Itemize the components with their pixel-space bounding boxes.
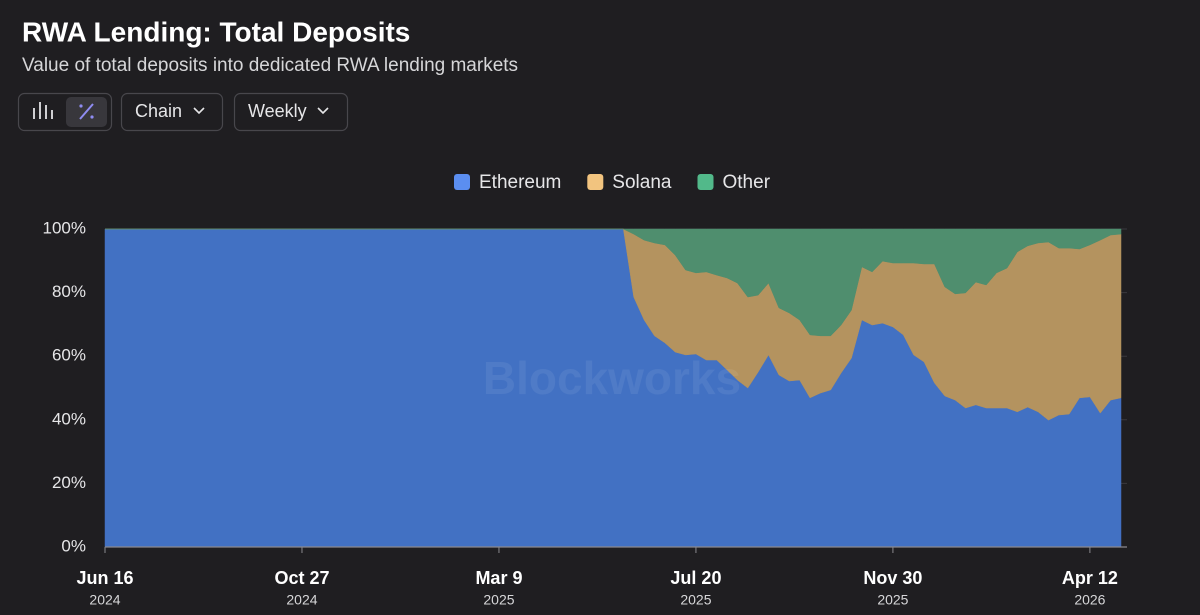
- legend-item[interactable]: Ethereum: [454, 172, 561, 193]
- legend-label: Ethereum: [479, 172, 561, 193]
- chart-type-toggle: [17, 92, 113, 132]
- x-tick-year: 2025: [483, 592, 514, 608]
- chart-subtitle: Value of total deposits into dedicated R…: [22, 55, 518, 76]
- y-tick-label: 60%: [52, 346, 86, 365]
- x-tick-label: Jun 16: [76, 568, 133, 588]
- legend-item[interactable]: Solana: [587, 172, 672, 193]
- toggle-frame: [17, 92, 113, 132]
- legend-item[interactable]: Other: [697, 172, 771, 193]
- legend-label: Other: [723, 172, 771, 193]
- dropdown-frame[interactable]: [120, 92, 224, 132]
- area: [105, 228, 1122, 337]
- x-tick-label: Mar 9: [475, 568, 522, 588]
- axes: 0% 20% 40% 60% 80% 100% Jun 16 2024 Oct 27 2024 Ma…: [43, 218, 1127, 608]
- interval-dropdown[interactable]: Weekly: [233, 92, 349, 132]
- dropdown-frame[interactable]: [233, 92, 349, 132]
- x-tick-year: 2025: [877, 592, 908, 608]
- percent-icon[interactable]: [79, 103, 94, 120]
- y-tick-label: 80%: [52, 282, 86, 301]
- chevron: [317, 107, 329, 115]
- legend-marker: [587, 174, 604, 190]
- y-tick-label: 0%: [61, 536, 86, 555]
- chevron: [193, 107, 205, 115]
- dropdown-label[interactable]: Weekly: [248, 101, 307, 121]
- chart-title: RWA Lending: Total Deposits: [22, 16, 410, 47]
- watermark: Blockworks: [483, 352, 741, 404]
- legend-marker: [454, 174, 470, 190]
- y-tick-label: 100%: [43, 218, 86, 237]
- legend-marker: [697, 174, 714, 190]
- x-tick-year: 2025: [680, 592, 711, 608]
- x-tick-label: Apr 12: [1062, 568, 1118, 588]
- x-tick-year: 2024: [89, 592, 120, 608]
- x-tick-label: Nov 30: [863, 568, 922, 588]
- x-tick-label: Jul 20: [670, 568, 721, 588]
- x-tick-year: 2024: [286, 592, 317, 608]
- legend: Ethereum Solana Other: [454, 172, 771, 193]
- x-tick-year: 2026: [1074, 592, 1105, 608]
- x-tick-label: Oct 27: [274, 568, 329, 588]
- chain-dropdown[interactable]: Chain: [120, 92, 224, 132]
- dropdown-label[interactable]: Chain: [135, 101, 182, 121]
- y-tick-label: 20%: [52, 473, 86, 492]
- legend-label: Solana: [612, 172, 672, 193]
- bar-icon[interactable]: [33, 102, 53, 119]
- y-tick-label: 40%: [52, 409, 86, 428]
